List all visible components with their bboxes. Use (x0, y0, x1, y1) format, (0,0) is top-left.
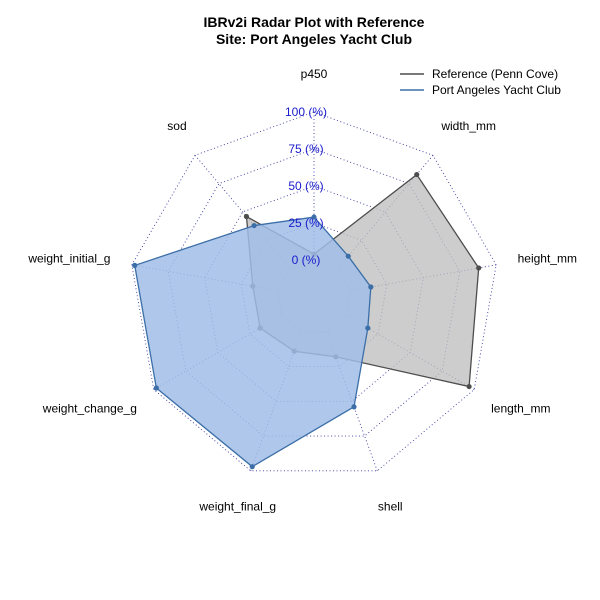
axis-label: weight_change_g (42, 402, 137, 416)
series-group (132, 171, 482, 470)
legend-label: Reference (Penn Cove) (432, 67, 558, 81)
data-point (476, 265, 482, 271)
data-point (249, 464, 255, 470)
data-point (351, 404, 357, 410)
data-point (153, 385, 159, 391)
tick-label: 25 (%) (288, 216, 323, 230)
data-point (251, 222, 257, 229)
axis-label: width_mm (440, 119, 496, 133)
axis-label: height_mm (518, 251, 577, 265)
legend-label: Port Angeles Yacht Club (432, 83, 561, 97)
grid-ring (167, 148, 461, 437)
axis-label: sod (167, 119, 186, 133)
axis-label: p450 (301, 67, 328, 81)
axis-label: weight_initial_g (27, 251, 110, 265)
tick-label: 50 (%) (288, 179, 323, 193)
tick-label: 0 (%) (292, 253, 321, 267)
data-point (345, 253, 351, 259)
axis-label: length_mm (491, 402, 550, 416)
data-point (365, 325, 371, 331)
legend: Reference (Penn Cove) Port Angeles Yacht … (400, 67, 561, 97)
grid-ring (131, 111, 497, 472)
tick-label: 75 (%) (288, 142, 323, 156)
tick-label: 100 (%) (285, 105, 327, 119)
axis-label: weight_final_g (198, 500, 276, 514)
data-point (243, 213, 250, 220)
data-point (132, 262, 138, 268)
data-point (311, 214, 317, 220)
axis-label: shell (378, 500, 403, 514)
data-point (414, 171, 420, 178)
chart-title: IBRv2i Radar Plot with Reference (204, 14, 425, 30)
data-point (466, 383, 472, 390)
series-area-site (133, 216, 372, 468)
data-point (368, 284, 374, 290)
chart-subtitle: Site: Port Angeles Yacht Club (216, 31, 412, 47)
radial-tick-labels: 0 (%) 25 (%) 50 (%) 75 (%) 100 (%) (285, 105, 327, 267)
